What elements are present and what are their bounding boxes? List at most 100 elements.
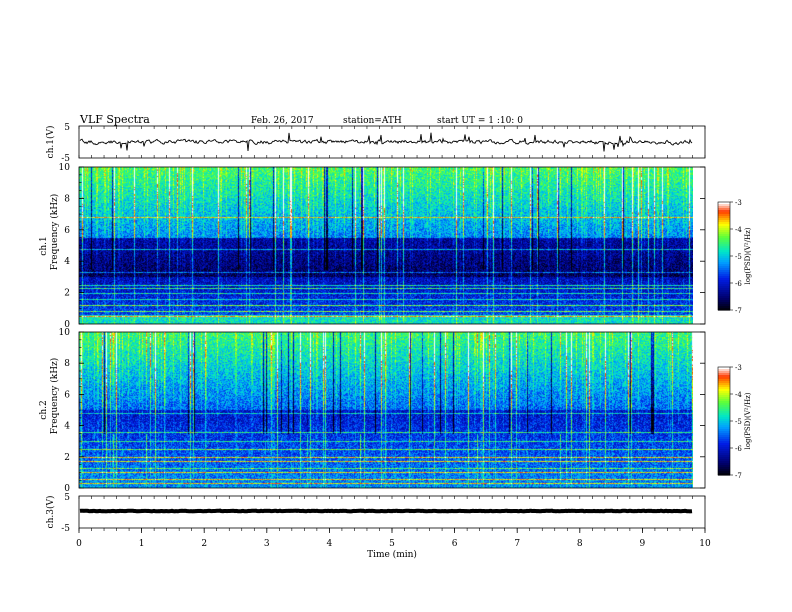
colorbar-swatch [718, 443, 730, 446]
colorbar-swatch [718, 234, 730, 237]
ch3-waveform-line [79, 508, 693, 514]
colorbar-swatch [718, 377, 730, 380]
time-tick-label: 3 [264, 539, 270, 549]
ch2-spectrogram-panel: 0 2 4 6 8 10 ch.2 Frequency (kHz) [39, 328, 706, 494]
colorbar-swatch [718, 304, 730, 307]
colorbar-tick-label: -4 [735, 226, 742, 234]
colorbar-swatch [718, 461, 730, 464]
colorbar-swatch [718, 395, 730, 398]
colorbar-swatch [718, 471, 730, 474]
colorbar-tick-label: -3 [735, 364, 742, 372]
ch1-ytick-bottom: -5 [61, 154, 70, 164]
colorbar-swatch [718, 266, 730, 269]
ch2-colorbar: -3 -4 -5 -6 -7 log(PSD)(V²/Hz) [717, 364, 752, 480]
time-axis-label: Time (min) [367, 549, 417, 560]
colorbar-swatch [718, 280, 730, 283]
colorbar-swatch [718, 367, 730, 370]
colorbar-swatch [718, 244, 730, 247]
ch1-freq-ticks: 0 2 4 6 8 10 [59, 163, 705, 330]
colorbar-swatch [718, 409, 730, 412]
time-tick-label: 1 [139, 539, 145, 549]
colorbar-swatch [718, 425, 730, 428]
ch3-ylabel: ch.3(V) [45, 496, 56, 529]
colorbar-swatch [718, 290, 730, 293]
ch1-waveform-line [79, 132, 693, 152]
colorbar-swatch [718, 270, 730, 273]
colorbar-swatch [718, 236, 730, 239]
colorbar-swatch [718, 240, 730, 243]
colorbar-swatch [718, 455, 730, 458]
colorbar-swatch [718, 286, 730, 289]
ch3-ytick-top: 5 [64, 493, 70, 503]
colorbar-swatch [718, 202, 730, 205]
time-tick-label: 0 [76, 539, 82, 549]
colorbar-swatch [718, 256, 730, 259]
colorbar-swatch [718, 447, 730, 450]
colorbar-swatch [718, 230, 730, 233]
colorbar-swatch [718, 220, 730, 223]
colorbar-swatch [718, 302, 730, 305]
colorbar-swatch [718, 206, 730, 209]
colorbar-swatch [718, 407, 730, 410]
freq-tick-label: 6 [64, 390, 70, 400]
colorbar-swatch [718, 453, 730, 456]
colorbar-swatch [718, 429, 730, 432]
colorbar-swatch [718, 405, 730, 408]
colorbar-swatch [718, 457, 730, 460]
colorbar-swatch [718, 449, 730, 452]
colorbar-swatch [718, 214, 730, 217]
colorbar-swatch [718, 228, 730, 231]
ch2-frequency-label: Frequency (kHz) [49, 358, 60, 435]
colorbar-swatch [718, 232, 730, 235]
colorbar-swatch [718, 411, 730, 414]
freq-tick-label: 8 [64, 194, 70, 204]
colorbar-swatch [718, 465, 730, 468]
colorbar-swatch [718, 469, 730, 472]
time-tick-label: 2 [201, 539, 207, 549]
ch1-spectrogram-panel: 0 2 4 6 8 10 ch.1 Frequency (kHz) [39, 163, 706, 330]
colorbar-swatch [718, 224, 730, 227]
colorbar-swatch [718, 216, 730, 219]
colorbar-swatch [718, 212, 730, 215]
freq-tick-label: 10 [59, 328, 71, 338]
time-axis-ticks: 0 1 2 3 4 5 6 7 8 9 10 [76, 126, 711, 549]
colorbar-swatch [718, 264, 730, 267]
freq-tick-label: 4 [64, 257, 70, 267]
colorbar-swatch [718, 288, 730, 291]
ch1-spectrogram-image [79, 167, 693, 324]
colorbar-swatch [718, 385, 730, 388]
colorbar-swatch [718, 383, 730, 386]
colorbar-swatch [718, 393, 730, 396]
colorbar-swatch [718, 204, 730, 207]
ch1-waveform-panel: 5 -5 ch.1(V) [45, 123, 706, 164]
colorbar-swatch [718, 296, 730, 299]
freq-tick-label: 4 [64, 422, 70, 432]
colorbar-swatch [718, 439, 730, 442]
colorbar-swatch [718, 208, 730, 211]
colorbar-swatch [718, 262, 730, 265]
colorbar-swatch [718, 413, 730, 416]
colorbar-swatch [718, 369, 730, 372]
colorbar-swatch [718, 292, 730, 295]
station-label: station=ATH [343, 116, 402, 126]
ch1-ylabel: ch.1(V) [45, 126, 56, 159]
freq-tick-label: 0 [64, 320, 70, 330]
colorbar-swatch [718, 431, 730, 434]
ch1-ytick-top: 5 [64, 123, 70, 133]
colorbar-swatch [718, 248, 730, 251]
time-tick-label: 9 [640, 539, 646, 549]
colorbar-swatch [718, 459, 730, 462]
colorbar-swatch [718, 467, 730, 470]
colorbar-swatch [718, 375, 730, 378]
time-tick-label: 6 [452, 539, 458, 549]
colorbar-swatch [718, 222, 730, 225]
freq-tick-label: 8 [64, 359, 70, 369]
time-tick-label: 5 [389, 539, 395, 549]
colorbar-swatch [718, 254, 730, 257]
date-label: Feb. 26, 2017 [251, 116, 314, 126]
colorbar-swatch [718, 300, 730, 303]
colorbar-swatch [718, 437, 730, 440]
colorbar-swatch [718, 441, 730, 444]
colorbar-swatch [718, 272, 730, 275]
colorbar-swatch [718, 268, 730, 271]
